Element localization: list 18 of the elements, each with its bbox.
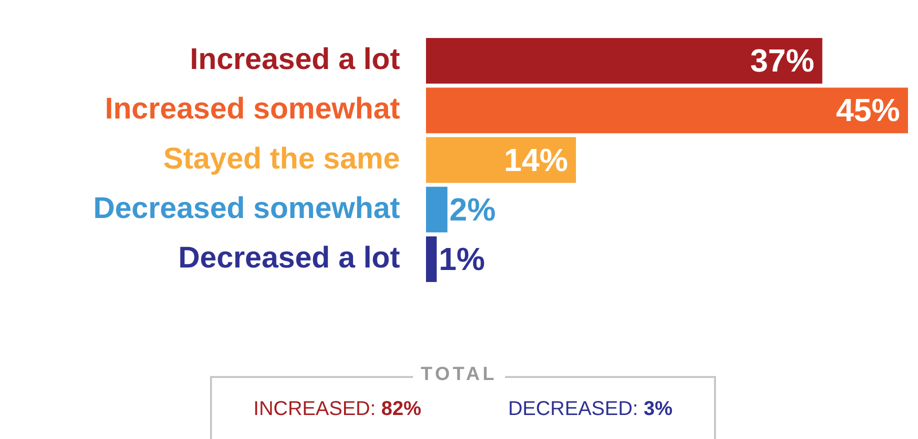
text: INCREASED: 82% [253, 398, 422, 420]
data-label: 45% [836, 92, 900, 128]
bar [426, 88, 908, 134]
y-tick-label: Decreased a lot [178, 241, 400, 274]
data-label: 2% [449, 191, 496, 228]
y-tick-label: Increased a lot [190, 43, 400, 76]
y-tick-label: Stayed the same [163, 142, 400, 176]
bar [426, 38, 822, 84]
data-label: 14% [504, 142, 568, 178]
y-tick-label: Increased somewhat [104, 92, 400, 126]
bar [426, 236, 437, 282]
data-label: 37% [750, 42, 814, 79]
y-tick-label: Decreased somewhat [93, 192, 400, 225]
data-label: 1% [438, 241, 485, 278]
text: TOTAL [412, 364, 506, 385]
text: DECREASED: 3% [508, 398, 673, 420]
bar [426, 137, 576, 183]
bar [426, 186, 448, 232]
